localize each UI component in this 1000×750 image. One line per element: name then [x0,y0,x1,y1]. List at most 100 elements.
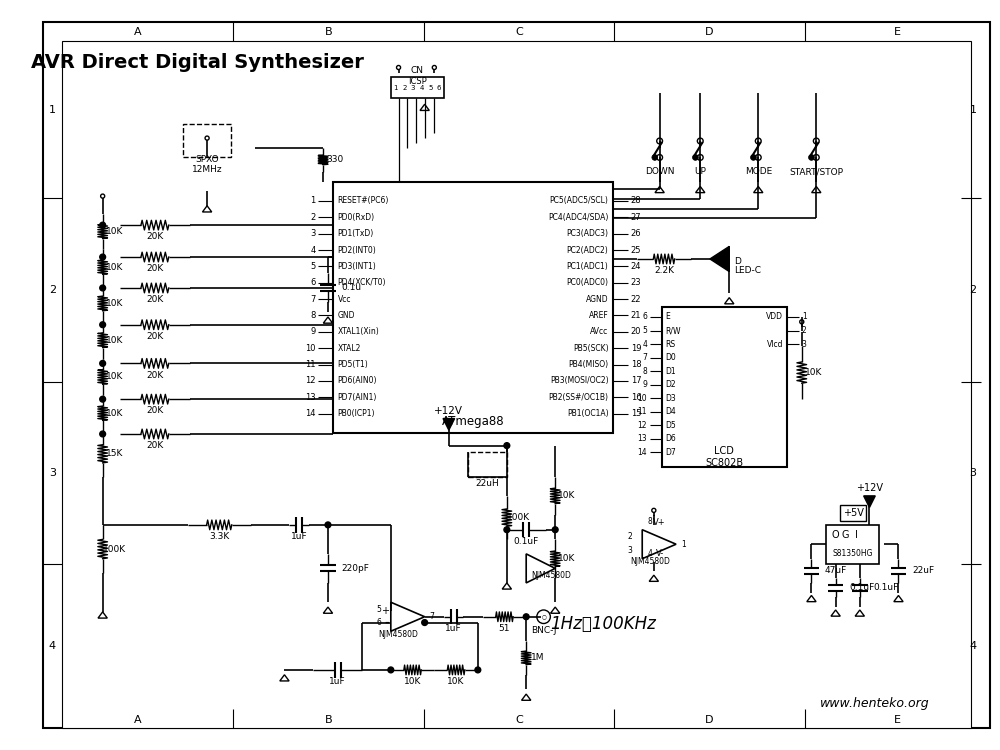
Bar [333,182,613,433]
Text: 3: 3 [802,340,807,349]
Text: PC5(ADC5/SCL): PC5(ADC5/SCL) [550,196,608,206]
Text: ATmega88: ATmega88 [442,415,504,428]
Circle shape [475,667,481,673]
Text: VDD: VDD [766,313,783,322]
Text: C: C [515,27,523,37]
Circle shape [100,254,106,260]
Polygon shape [280,675,289,681]
Text: 10K: 10K [106,373,123,382]
Text: NJM4580D: NJM4580D [531,571,571,580]
Text: PD7(AIN1): PD7(AIN1) [338,393,377,402]
Text: +12V: +12V [434,406,463,416]
Circle shape [809,154,814,160]
Text: 5: 5 [642,326,647,335]
Polygon shape [655,187,664,193]
Polygon shape [754,187,763,193]
Text: 10K: 10K [447,677,465,686]
Text: GND: GND [338,311,355,320]
Text: PB1(OC1A): PB1(OC1A) [567,410,608,419]
Text: 20K: 20K [146,264,163,273]
Text: 0.1u: 0.1u [341,284,362,292]
Text: G: G [842,530,849,539]
Text: 6: 6 [310,278,315,287]
Text: R/W: R/W [665,326,681,335]
Text: PD5(T1): PD5(T1) [338,360,368,369]
Text: 20K: 20K [146,232,163,242]
Text: AREF: AREF [589,311,608,320]
Polygon shape [522,694,531,700]
Text: 3: 3 [310,230,315,238]
Text: 8: 8 [648,518,652,526]
Text: 13: 13 [637,434,647,443]
Text: 3: 3 [49,468,56,478]
Text: 3: 3 [969,468,976,478]
Text: 2: 2 [969,285,976,295]
Text: A: A [134,716,142,725]
Text: C: C [515,716,523,725]
Text: www.henteko.org: www.henteko.org [819,698,929,710]
Text: RESET#(PC6): RESET#(PC6) [338,196,389,206]
Text: CN: CN [411,66,424,75]
Polygon shape [855,610,864,616]
Polygon shape [812,187,821,193]
Text: PB3(MOSI/OC2): PB3(MOSI/OC2) [550,376,608,386]
Text: PD0(RxD): PD0(RxD) [338,213,375,222]
Text: PD4(XCK/T0): PD4(XCK/T0) [338,278,386,287]
Text: NJM4580D: NJM4580D [379,630,418,639]
Polygon shape [323,607,333,613]
Text: 9: 9 [642,380,647,389]
Text: ICSP: ICSP [408,77,427,86]
Polygon shape [864,496,875,508]
Text: 1: 1 [969,105,976,115]
Text: SPXO
12MHz: SPXO 12MHz [192,154,222,174]
Text: 7: 7 [429,612,434,621]
Text: AVcc: AVcc [590,327,608,336]
Text: 26: 26 [631,230,641,238]
Polygon shape [443,419,455,430]
Text: PD3(INT1): PD3(INT1) [338,262,376,271]
Text: B: B [325,716,332,725]
Circle shape [388,667,394,673]
Text: 10K: 10K [805,368,822,377]
Text: 0.1uF: 0.1uF [514,537,539,546]
Text: 27: 27 [631,213,641,222]
Text: 15: 15 [631,410,641,419]
Text: A: A [134,27,142,37]
Text: NJM4580D: NJM4580D [630,557,670,566]
Text: 10K: 10K [106,409,123,418]
Text: 20K: 20K [146,441,163,450]
Text: 3: 3 [411,85,415,91]
Text: D: D [734,257,741,266]
Circle shape [100,361,106,366]
Text: 4: 4 [969,640,976,651]
Text: XTAL2: XTAL2 [338,344,361,352]
Text: DOWN: DOWN [645,167,674,176]
Polygon shape [502,583,511,589]
Text: 6: 6 [437,85,441,91]
Circle shape [652,154,658,160]
Text: E: E [894,716,901,725]
Text: +5V: +5V [843,509,863,518]
Text: D3: D3 [665,394,676,403]
Text: 10K: 10K [106,227,123,236]
Text: 22uH: 22uH [476,478,499,488]
Text: I: I [855,530,858,539]
Text: 5: 5 [310,262,315,271]
Text: 17: 17 [631,376,641,386]
Text: LED-C: LED-C [734,266,761,275]
Text: 14: 14 [305,410,315,419]
Text: 25: 25 [631,245,641,254]
Circle shape [693,154,698,160]
Text: 4: 4 [49,640,56,651]
Text: 15K: 15K [106,449,123,458]
Text: 4: 4 [420,85,424,91]
Text: PC1(ADC1): PC1(ADC1) [567,262,608,271]
Polygon shape [649,575,658,581]
Text: 10K: 10K [558,491,575,500]
Polygon shape [725,298,734,304]
Text: AVR Direct Digital Synthesizer: AVR Direct Digital Synthesizer [31,53,364,72]
Circle shape [325,522,331,528]
Text: +: + [381,606,389,616]
Text: 21: 21 [631,311,641,320]
Text: 100K: 100K [103,544,126,554]
